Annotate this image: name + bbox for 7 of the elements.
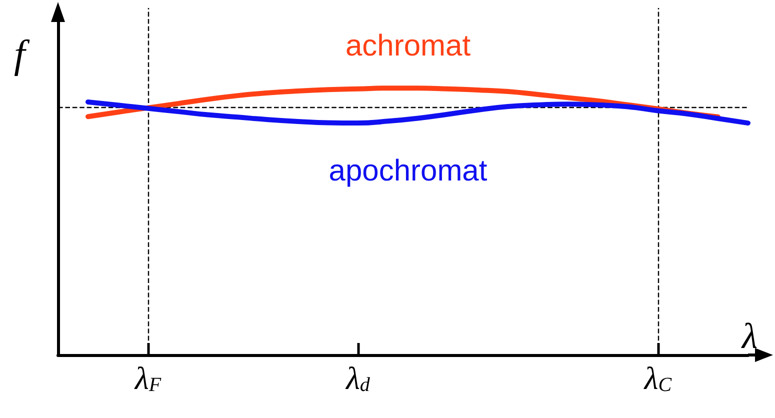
- x-tick-label: λC: [643, 360, 672, 396]
- series-label: apochromat: [328, 154, 488, 188]
- y-axis-title: f: [14, 32, 30, 76]
- x-tick-label: λF: [134, 360, 162, 396]
- series-label: achromat: [345, 30, 472, 63]
- x-tick-label: λd: [345, 360, 371, 396]
- x-axis-title: λ: [741, 316, 758, 356]
